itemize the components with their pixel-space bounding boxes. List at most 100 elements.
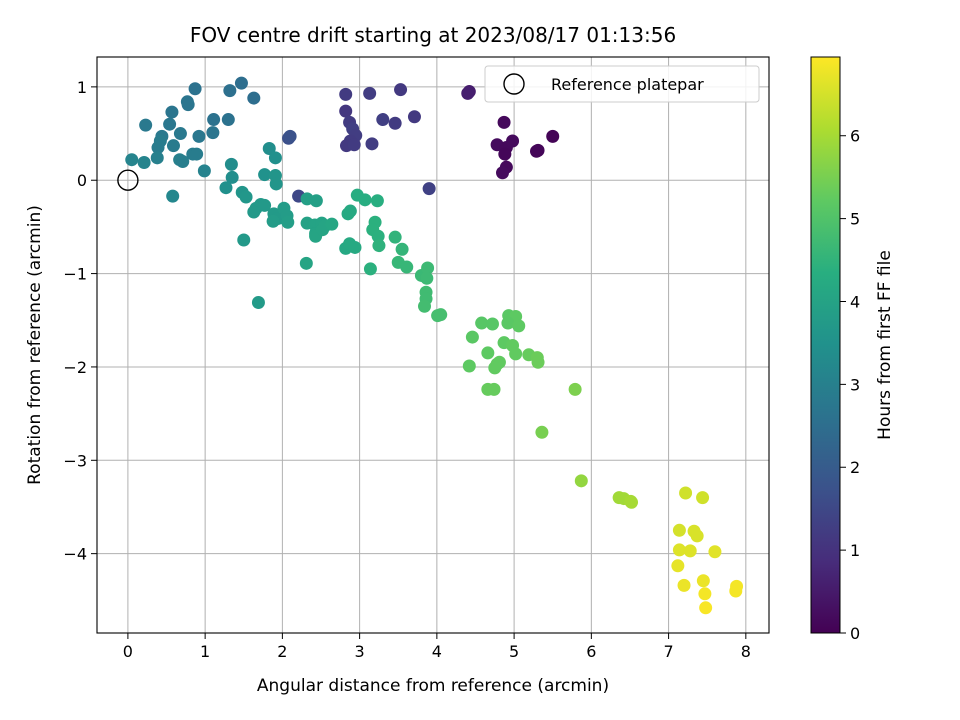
data-point — [568, 382, 582, 396]
x-tick-label: 5 — [509, 642, 519, 661]
legend-box — [484, 65, 760, 103]
colorbar-ticks: 0 1 2 3 4 5 6 — [840, 127, 860, 643]
data-point — [358, 193, 372, 207]
data-point — [512, 319, 526, 333]
data-point — [343, 204, 357, 218]
data-point — [206, 126, 220, 140]
data-point — [498, 147, 512, 161]
data-point — [574, 474, 588, 488]
data-point — [176, 155, 190, 169]
data-point — [309, 194, 323, 208]
chart-title: FOV centre drift starting at 2023/08/17 … — [190, 23, 676, 47]
data-point — [166, 189, 180, 203]
data-point — [488, 361, 502, 375]
data-point — [729, 584, 743, 598]
data-point — [224, 157, 238, 171]
data-point — [535, 425, 549, 439]
colorbar: 0 1 2 3 4 5 6 Hours from first FF file — [810, 56, 895, 643]
data-point — [671, 559, 685, 573]
data-point — [258, 168, 272, 182]
data-point — [237, 233, 251, 247]
data-point — [475, 316, 489, 330]
plot-frame — [96, 56, 770, 634]
data-point — [281, 215, 295, 229]
data-point — [372, 239, 386, 253]
data-point — [151, 141, 165, 155]
data-point — [407, 110, 421, 124]
data-point — [251, 296, 265, 310]
data-point — [481, 346, 495, 360]
y-tick-label: 0 — [77, 171, 87, 190]
data-point — [299, 256, 313, 270]
data-point — [150, 151, 164, 165]
legend-reference-marker — [503, 73, 525, 95]
data-point — [163, 117, 177, 131]
data-point — [699, 601, 713, 615]
data-point — [672, 543, 686, 557]
data-point — [247, 91, 261, 105]
data-point — [347, 138, 361, 152]
data-point — [283, 129, 297, 143]
data-point — [192, 129, 206, 143]
colorbar-tick-label: 0 — [850, 624, 860, 643]
y-tick-label: −1 — [63, 265, 87, 284]
grid-lines — [97, 57, 769, 633]
data-point — [268, 151, 282, 165]
data-point — [234, 76, 248, 90]
data-point — [696, 574, 710, 588]
x-tick-label: 3 — [355, 642, 365, 661]
data-point — [258, 198, 272, 212]
data-point — [462, 359, 476, 373]
data-point — [266, 214, 280, 228]
x-tick-label: 6 — [586, 642, 596, 661]
data-point — [422, 182, 436, 196]
data-point — [166, 139, 180, 153]
data-point — [239, 190, 253, 204]
data-point — [421, 261, 435, 275]
data-point — [181, 98, 195, 112]
data-point — [501, 316, 515, 330]
data-point — [395, 242, 409, 256]
legend: Reference platepar — [484, 65, 760, 103]
data-point — [683, 544, 697, 558]
data-point — [698, 587, 712, 601]
data-point — [137, 155, 151, 169]
data-point — [348, 240, 362, 254]
data-point — [363, 262, 377, 276]
data-point — [497, 115, 511, 129]
data-point — [221, 113, 235, 127]
data-point — [487, 382, 501, 396]
data-point — [247, 205, 261, 219]
x-axis-label: Angular distance from reference (arcmin) — [257, 676, 609, 696]
data-point — [363, 86, 377, 100]
data-point — [188, 82, 202, 96]
data-point — [339, 104, 353, 118]
legend-entry: Reference platepar — [551, 75, 704, 94]
data-point — [696, 491, 710, 505]
data-point — [679, 486, 693, 500]
data-point — [690, 529, 704, 543]
data-point — [531, 355, 545, 369]
y-tick-label: −2 — [63, 358, 87, 377]
data-point — [485, 317, 499, 331]
colorbar-tick-label: 2 — [850, 458, 860, 477]
data-point — [207, 113, 221, 127]
x-tick-label: 7 — [663, 642, 673, 661]
data-point — [434, 308, 448, 322]
reference-marker — [117, 169, 139, 191]
data-point — [173, 127, 187, 141]
data-point — [672, 523, 686, 537]
data-point — [388, 116, 402, 130]
data-point — [625, 495, 639, 509]
data-point — [125, 153, 139, 167]
colorbar-tick-label: 6 — [850, 127, 860, 146]
x-tick-label: 4 — [432, 642, 442, 661]
data-point — [420, 271, 434, 285]
x-axis-ticks: 0 1 2 3 4 5 6 7 8 — [123, 633, 751, 661]
data-point — [339, 87, 353, 101]
data-point — [677, 578, 691, 592]
data-point — [418, 299, 432, 313]
data-points — [125, 76, 744, 615]
x-tick-label: 0 — [123, 642, 133, 661]
